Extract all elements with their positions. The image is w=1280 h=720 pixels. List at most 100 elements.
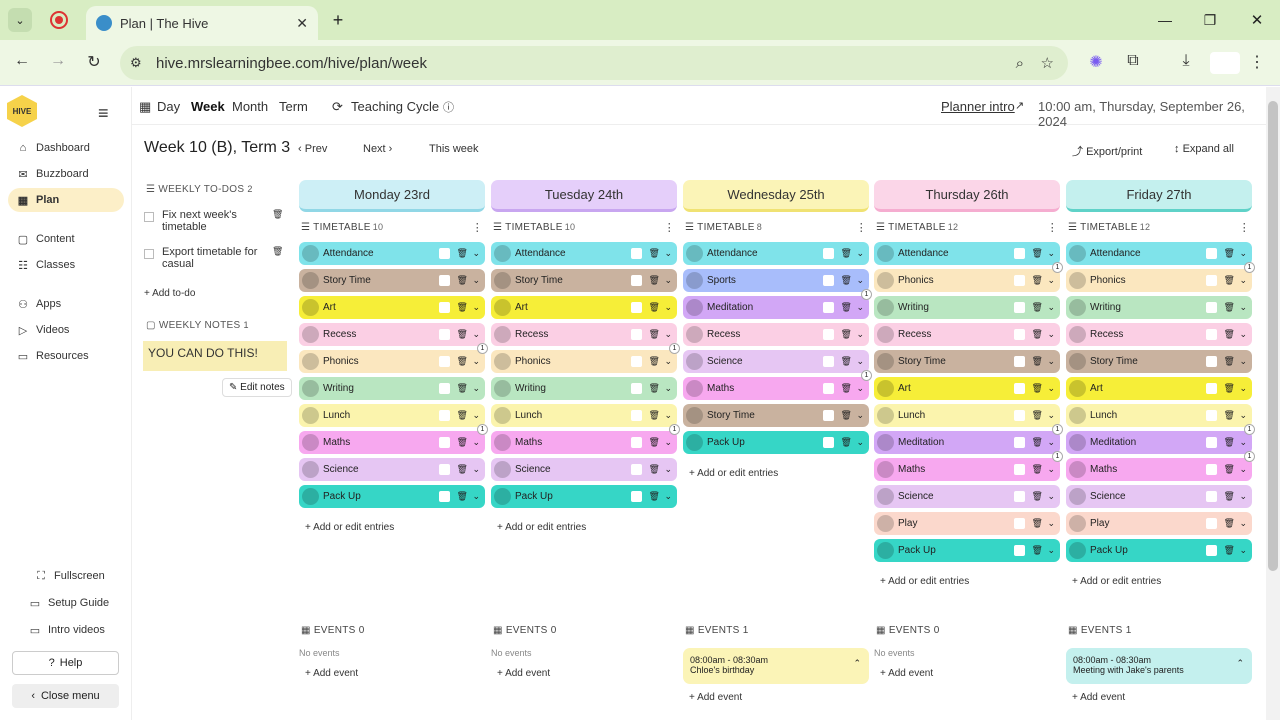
trash-icon[interactable]: 🗑 (456, 383, 468, 393)
entry-checkbox[interactable] (631, 464, 643, 475)
nav-classes[interactable]: ☷ Classes (8, 253, 124, 277)
intro-videos-button[interactable]: ▭ Intro videos (20, 618, 120, 642)
entry-checkbox[interactable] (1206, 464, 1218, 475)
chevron-down-icon[interactable]: ⌄ (1239, 491, 1247, 501)
timetable-entry[interactable]: Maths 🗑 ⌄ 1 (1066, 451, 1255, 481)
trash-icon[interactable]: 🗑 (648, 275, 660, 285)
chevron-down-icon[interactable]: ⌄ (1239, 383, 1247, 393)
day-header[interactable]: Friday 27th (1066, 180, 1252, 212)
trash-icon[interactable]: 🗑 (648, 248, 660, 258)
event-card[interactable]: 08:00am - 08:30am Meeting with Jake's par… (1066, 648, 1252, 684)
chevron-down-icon[interactable]: ⌄ (1047, 329, 1055, 339)
trash-icon[interactable]: 🗑 (456, 437, 468, 447)
trash-icon[interactable]: 🗑 (1031, 437, 1043, 447)
entry-checkbox[interactable] (1014, 302, 1026, 313)
chevron-down-icon[interactable]: ⌄ (856, 275, 864, 285)
add-event-button[interactable]: + Add event (305, 668, 359, 679)
zoom-icon[interactable]: ⌕ (1015, 54, 1024, 72)
timetable-entry[interactable]: Science 🗑 ⌄ (683, 350, 869, 373)
entry-checkbox[interactable] (1206, 410, 1218, 421)
expand-all-button[interactable]: ↕ Expand all (1174, 143, 1234, 155)
more-options-icon[interactable]: ⋮ (663, 222, 675, 234)
entry-checkbox[interactable] (439, 248, 451, 259)
chevron-down-icon[interactable]: ⌄ (664, 248, 672, 258)
timetable-entry[interactable]: Pack Up 🗑 ⌄ (1066, 539, 1252, 562)
view-month[interactable]: Month (232, 99, 269, 114)
entry-checkbox[interactable] (631, 410, 643, 421)
add-todo-button[interactable]: + Add to-do (144, 288, 196, 299)
entry-checkbox[interactable] (439, 464, 451, 475)
day-header[interactable]: Wednesday 25th (683, 180, 869, 212)
entry-checkbox[interactable] (1014, 545, 1026, 556)
timetable-entry[interactable]: Art 🗑 ⌄ (299, 296, 485, 319)
trash-icon[interactable]: 🗑 (1031, 329, 1043, 339)
more-options-icon[interactable]: ⋮ (855, 222, 867, 234)
download-icon[interactable]: ⤓ (1182, 52, 1190, 69)
restore-icon[interactable]: ❐ (1203, 11, 1217, 28)
timetable-entry[interactable]: Attendance 🗑 ⌄ (299, 242, 485, 265)
view-term[interactable]: Term (279, 99, 308, 114)
trash-icon[interactable]: 🗑 (1223, 248, 1235, 258)
entry-checkbox[interactable] (1206, 383, 1218, 394)
hive-logo[interactable]: HIVE (7, 95, 37, 127)
entry-checkbox[interactable] (1014, 248, 1026, 259)
address-bar[interactable]: ⚙ hive.mrslearningbee.com/hive/plan/week… (120, 46, 1068, 80)
entry-checkbox[interactable] (439, 491, 451, 502)
trash-icon[interactable]: 🗑 (648, 437, 660, 447)
chevron-down-icon[interactable]: ⌄ (472, 383, 480, 393)
timetable-entry[interactable]: Science 🗑 ⌄ (491, 458, 677, 481)
entry-checkbox[interactable] (631, 248, 643, 259)
close-tab-icon[interactable]: ✕ (296, 14, 308, 31)
window-close-icon[interactable]: ✕ (1250, 12, 1264, 29)
entry-checkbox[interactable] (439, 437, 451, 448)
chevron-down-icon[interactable]: ⌄ (472, 248, 480, 258)
entry-checkbox[interactable] (823, 410, 835, 421)
day-header[interactable]: Thursday 26th (874, 180, 1060, 212)
chevron-down-icon[interactable]: ⌄ (1239, 248, 1247, 258)
chevron-down-icon[interactable]: ⌄ (1239, 545, 1247, 555)
trash-icon[interactable]: 🗑 (456, 329, 468, 339)
timetable-entry[interactable]: Attendance 🗑 ⌄ (1066, 242, 1252, 265)
nav-plan[interactable]: ▦ Plan (8, 188, 124, 212)
view-week[interactable]: Week (191, 99, 225, 114)
trash-icon[interactable]: 🗑 (1031, 356, 1043, 366)
entry-checkbox[interactable] (631, 302, 643, 313)
chevron-down-icon[interactable]: ⌄ (664, 383, 672, 393)
timetable-entry[interactable]: Maths 🗑 ⌄ 1 (874, 451, 1063, 481)
chevron-down-icon[interactable]: ⌄ (856, 410, 864, 420)
entry-checkbox[interactable] (1206, 356, 1218, 367)
entry-checkbox[interactable] (1206, 518, 1218, 529)
chevron-down-icon[interactable]: ⌄ (1047, 302, 1055, 312)
timetable-entry[interactable]: Art 🗑 ⌄ (491, 296, 677, 319)
entry-checkbox[interactable] (1206, 302, 1218, 313)
trash-icon[interactable]: 🗑 (456, 464, 468, 474)
timetable-entry[interactable]: Art 🗑 ⌄ (874, 377, 1060, 400)
timetable-entry[interactable]: Lunch 🗑 ⌄ (299, 404, 485, 427)
next-button[interactable]: Next › (363, 143, 392, 155)
add-event-button[interactable]: + Add event (1072, 692, 1126, 703)
entry-checkbox[interactable] (1014, 491, 1026, 502)
chevron-down-icon[interactable]: ⌄ (472, 464, 480, 474)
chevron-down-icon[interactable]: ⌄ (472, 491, 480, 501)
planner-intro-link[interactable]: Planner intro (941, 99, 1015, 114)
entry-checkbox[interactable] (439, 302, 451, 313)
timetable-entry[interactable]: Attendance 🗑 ⌄ (683, 242, 869, 265)
chevron-down-icon[interactable]: ⌄ (1047, 248, 1055, 258)
entry-checkbox[interactable] (631, 275, 643, 286)
more-options-icon[interactable]: ⋮ (1238, 222, 1250, 234)
chevron-down-icon[interactable]: ⌄ (1239, 464, 1247, 474)
reload-icon[interactable]: ↻ (87, 54, 101, 71)
trash-icon[interactable]: 🗑 (648, 464, 660, 474)
chevron-down-icon[interactable]: ⌄ (472, 329, 480, 339)
trash-icon[interactable]: 🗑 (1031, 248, 1043, 258)
timetable-entry[interactable]: Maths 🗑 ⌄ 1 (491, 424, 680, 454)
entry-checkbox[interactable] (823, 329, 835, 340)
back-icon[interactable]: ← (14, 52, 30, 69)
entry-checkbox[interactable] (1014, 329, 1026, 340)
trash-icon[interactable]: 🗑 (648, 410, 660, 420)
day-header[interactable]: Tuesday 24th (491, 180, 677, 212)
trash-icon[interactable]: 🗑 (1223, 464, 1235, 474)
view-day[interactable]: Day (157, 99, 181, 114)
timetable-entry[interactable]: Attendance 🗑 ⌄ (491, 242, 677, 265)
chevron-down-icon[interactable]: ⌄ (1239, 302, 1247, 312)
